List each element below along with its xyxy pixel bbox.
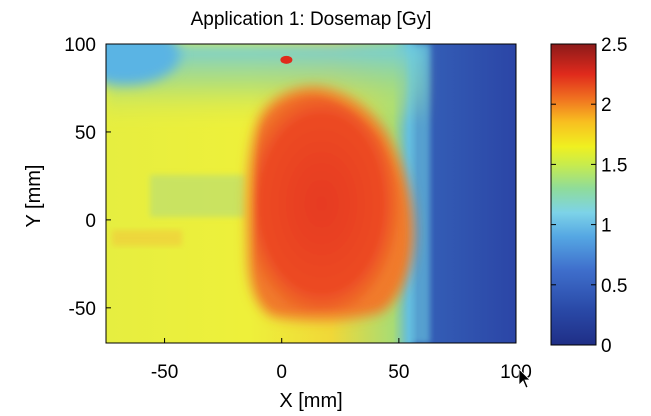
heatmap-image: [106, 44, 516, 343]
heatmap-left-stripe: [150, 175, 245, 217]
y-axis-label: Y [mm]: [23, 165, 45, 228]
heatmap-high-dose-core: [255, 97, 403, 311]
x-tick-label: 50: [388, 362, 409, 383]
heatmap-hot-spot: [280, 55, 293, 64]
y-tick-label: 0: [85, 211, 96, 232]
x-tick-label: -50: [151, 362, 178, 383]
colorbar-tick-label: 2: [601, 95, 612, 116]
x-axis-label: X [mm]: [279, 390, 342, 412]
colorbar-tick-label: 1: [601, 216, 612, 237]
y-axis-ticks: -50 0 50 100: [64, 35, 111, 320]
colorbar-tick-label: 0: [601, 336, 612, 357]
chart-title: Application 1: Dosemap [Gy]: [191, 9, 432, 30]
x-axis-ticks: -50 0 50 100: [151, 338, 532, 383]
colorbar-ticks: 0 0.5 1 1.5 2 2.5: [551, 35, 627, 357]
heatmap-falloff-band: [408, 44, 430, 343]
heatmap-upper-left-corner: [106, 44, 180, 85]
mouse-pointer-icon: [518, 368, 531, 389]
y-tick-label: -50: [69, 299, 96, 320]
colorbar: [550, 43, 597, 346]
heatmap-left-stripe-2: [112, 230, 182, 246]
x-tick-label: 0: [276, 362, 287, 383]
colorbar-tick-label: 0.5: [601, 276, 627, 297]
plot-frame: [105, 43, 517, 344]
y-tick-label: 50: [75, 123, 96, 144]
colorbar-tick-label: 2.5: [601, 35, 627, 56]
y-tick-label: 100: [64, 35, 96, 56]
colorbar-tick-label: 1.5: [601, 155, 627, 176]
